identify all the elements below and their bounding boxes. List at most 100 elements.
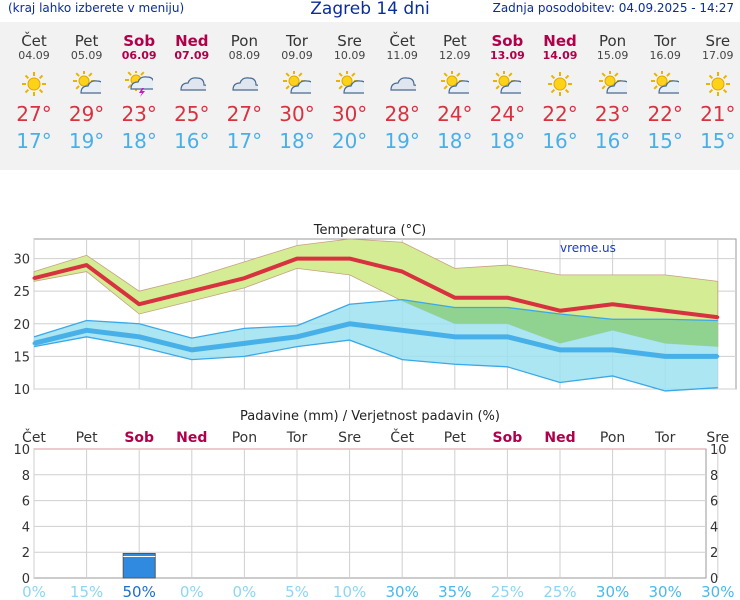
- sun-icon: [705, 72, 730, 96]
- max-temperature-line: [33, 256, 719, 320]
- max-temperature: 30°: [331, 102, 368, 126]
- y-tick-label: 10: [13, 443, 30, 458]
- min-temperature: 18°: [437, 129, 473, 153]
- y-tick-label: 0: [22, 572, 30, 587]
- y-tick-label: 10: [13, 383, 30, 398]
- precipitation-probability: 50%: [123, 583, 156, 600]
- min-temperature-point: [32, 341, 36, 345]
- min-temperature: 18°: [121, 129, 157, 153]
- y-tick-label: 4: [22, 520, 30, 535]
- day-name: Pet: [74, 32, 99, 50]
- chart-title: Padavine (mm) / Verjetnost padavin (%): [240, 409, 500, 424]
- x-tick-label: Čet: [390, 428, 414, 446]
- min-band-upper-edge: [33, 298, 718, 339]
- min-band-lower-edge: [33, 336, 718, 392]
- y-tick-label: 2: [710, 546, 718, 561]
- precipitation-probability: 15%: [70, 583, 103, 600]
- max-temperature-point: [663, 309, 667, 313]
- precipitation-probability: 30%: [386, 583, 419, 600]
- cloudy-icon: [232, 77, 259, 91]
- day-date: 08.09: [228, 49, 261, 62]
- day-name: Sre: [337, 32, 362, 50]
- day-name: Sre: [705, 32, 731, 50]
- min-temperature-point: [558, 348, 562, 352]
- max-temperature-point: [137, 302, 141, 306]
- max-temperature: 25°: [174, 102, 210, 126]
- min-temperature: 16°: [174, 129, 210, 153]
- day-name: Čet: [21, 32, 47, 50]
- min-temperature-point: [295, 335, 299, 339]
- day-name: Ned: [175, 32, 209, 50]
- max-temperature: 30°: [279, 102, 315, 126]
- thunderstorm-icon: [125, 71, 154, 97]
- page-title: Zagreb 14 dni: [310, 0, 430, 19]
- x-tick-label: Čet: [22, 428, 46, 446]
- max-temperature: 29°: [68, 102, 105, 126]
- day-name: Ned: [543, 32, 577, 50]
- y-tick-label: 10: [710, 443, 727, 458]
- day-date: 04.09: [18, 49, 50, 62]
- day-name: Sob: [123, 32, 156, 50]
- max-temperature-point: [348, 257, 352, 261]
- max-temperature: 28°: [384, 102, 420, 126]
- precipitation-probability: 5%: [285, 583, 309, 600]
- y-tick-label: 8: [22, 469, 30, 484]
- max-temperature-point: [190, 289, 194, 293]
- day-column: Sob 06.09 23° 18°: [113, 22, 165, 153]
- max-temperature: 23°: [121, 102, 157, 126]
- location-hint: (kraj lahko izberete v meniju): [8, 1, 185, 15]
- min-temperature: 18°: [279, 129, 315, 153]
- precipitation-probability: 10%: [333, 583, 366, 600]
- day-column: Pet 12.09 24° 18°: [429, 22, 481, 153]
- x-tick-label: Ned: [544, 430, 575, 446]
- max-temperature: 27°: [16, 102, 52, 126]
- day-column: Sre 10.09 30° 20°: [324, 22, 376, 153]
- max-temperature: 24°: [437, 102, 473, 126]
- min-temperature-point: [716, 354, 720, 358]
- min-temperature: 16°: [594, 129, 631, 153]
- min-temperature-point: [400, 328, 404, 332]
- max-temperature: 24°: [489, 102, 526, 126]
- max-temperature-point: [242, 276, 246, 280]
- day-column: Čet 04.09 27° 17°: [8, 22, 60, 153]
- day-column: Pet 05.09 29° 19°: [61, 22, 113, 153]
- day-name: Pon: [598, 32, 627, 50]
- x-tick-label: Sre: [338, 430, 361, 446]
- precipitation-probability: 30%: [596, 583, 629, 600]
- day-column: Pon 08.09 27° 17°: [218, 22, 270, 153]
- min-temperature-point: [242, 341, 246, 345]
- precipitation-probability: 0%: [233, 583, 257, 600]
- day-name: Tor: [286, 32, 308, 50]
- day-date: 15.09: [596, 49, 629, 62]
- max-temperature-point: [453, 296, 457, 300]
- partly-cloudy-icon: [440, 71, 469, 94]
- partly-cloudy-icon: [493, 71, 522, 94]
- y-tick-label: 0: [710, 572, 718, 587]
- day-date: 16.09: [649, 49, 681, 62]
- x-tick-label: Ned: [176, 430, 207, 446]
- sun-icon: [22, 72, 46, 96]
- y-tick-label: 15: [13, 350, 30, 365]
- max-temperature-point: [716, 315, 720, 319]
- max-temperature-point: [85, 263, 89, 267]
- x-tick-label: Sob: [493, 430, 523, 446]
- precipitation-probability: 35%: [438, 583, 471, 600]
- x-tick-label: Tor: [286, 430, 308, 446]
- min-temperature-point: [611, 348, 615, 352]
- x-tick-label: Tor: [654, 430, 676, 446]
- y-tick-label: 25: [13, 285, 30, 300]
- y-tick-label: 20: [13, 318, 30, 333]
- max-temperature: 22°: [647, 102, 683, 126]
- day-column: Tor 09.09 30° 18°: [271, 22, 323, 153]
- max-temperature-point: [611, 302, 615, 306]
- min-temperature-point: [663, 354, 667, 358]
- cloudy-icon: [180, 77, 206, 91]
- precipitation-probability: 30%: [701, 583, 734, 600]
- partly-cloudy-icon: [283, 71, 311, 94]
- partly-cloudy-icon: [598, 71, 627, 94]
- min-temperature: 19°: [384, 129, 420, 153]
- day-date: 12.09: [439, 49, 471, 62]
- min-temperature-point: [137, 335, 141, 339]
- day-column: Sre 17.09 21° 15°: [692, 22, 740, 153]
- precipitation-probability: 25%: [543, 583, 576, 600]
